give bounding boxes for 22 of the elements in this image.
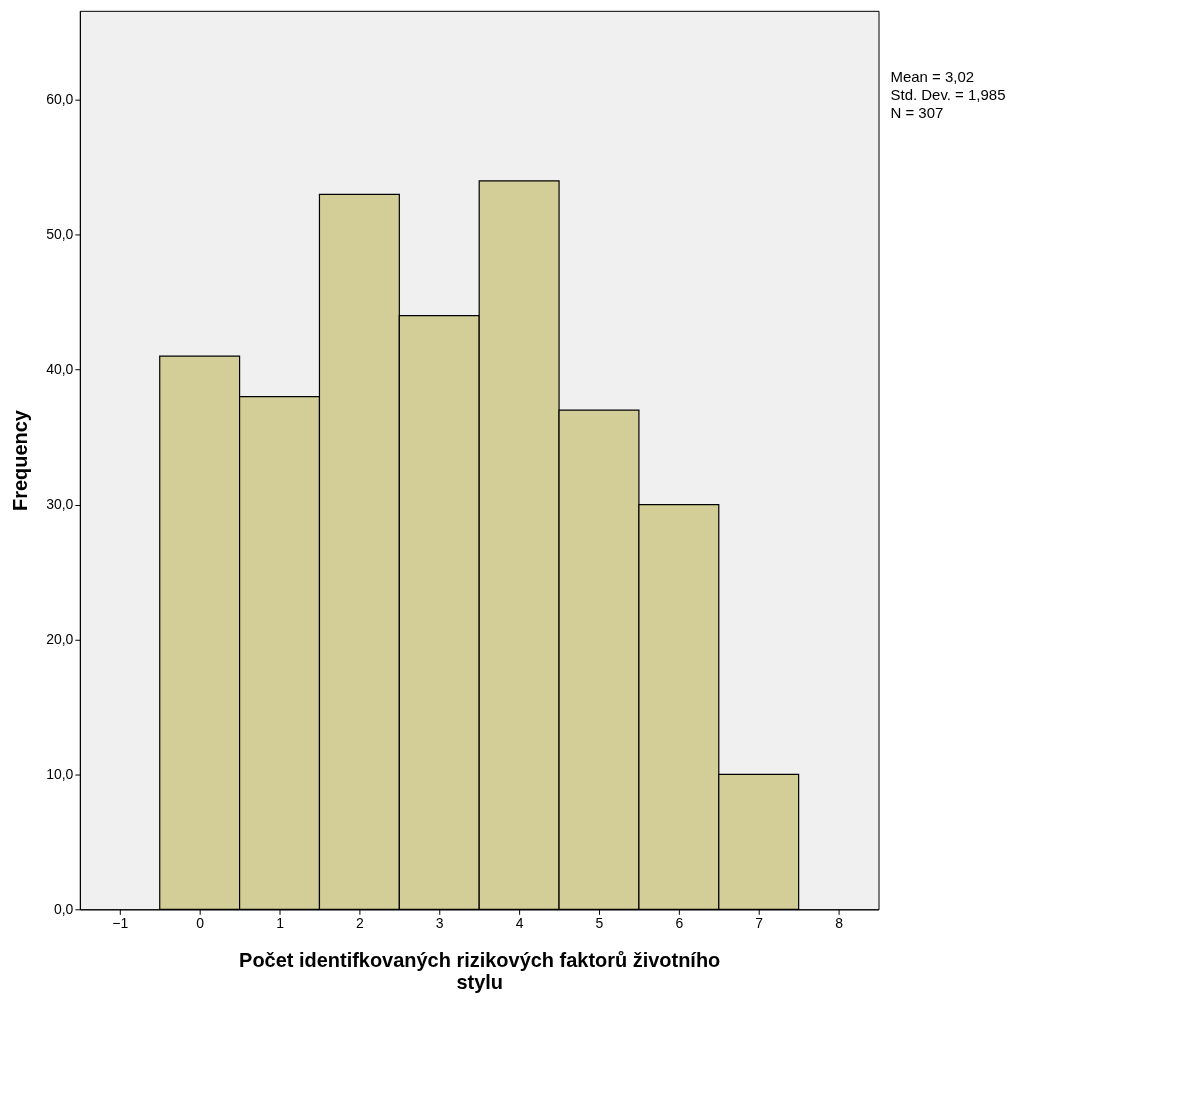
x-tick-label: 7 bbox=[755, 914, 764, 931]
x-tick-label: 5 bbox=[595, 914, 604, 931]
y-axis-title: Frequency bbox=[9, 410, 32, 512]
x-tick-label: 8 bbox=[835, 914, 844, 931]
y-tick-label: 0,0 bbox=[53, 900, 74, 917]
y-tick-label: 50,0 bbox=[46, 226, 74, 243]
x-tick-label: 3 bbox=[435, 914, 444, 931]
x-tick-label: 1 bbox=[276, 914, 285, 931]
x-tick-label: 0 bbox=[196, 914, 205, 931]
x-tick-label: −1 bbox=[112, 914, 129, 931]
y-tick-label: 60,0 bbox=[46, 91, 74, 108]
y-tick-label: 20,0 bbox=[46, 630, 74, 647]
text: Mean = 3,02 bbox=[890, 67, 975, 85]
text: Std. Dev. = 1,985 bbox=[890, 85, 1006, 103]
x-tick-label: 6 bbox=[675, 914, 684, 931]
x-axis-title: Počet identifkovaných rizikových faktorů životního stylu bbox=[239, 948, 721, 993]
text: N = 307 bbox=[890, 103, 944, 121]
y-tick-label: 40,0 bbox=[46, 361, 74, 378]
x-tick-label: 4 bbox=[515, 914, 524, 931]
y-tick-label: 30,0 bbox=[46, 496, 74, 513]
y-tick-label: 10,0 bbox=[46, 765, 74, 782]
x-tick-label: 2 bbox=[356, 914, 364, 931]
